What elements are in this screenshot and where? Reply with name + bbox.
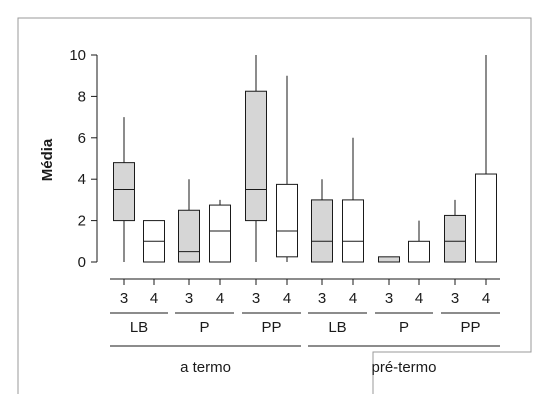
subgroup-label: PP xyxy=(261,319,281,336)
box-iqr xyxy=(113,162,135,222)
box-iqr xyxy=(444,214,466,263)
x-tick-label: 4 xyxy=(349,290,357,307)
x-tick-label: 3 xyxy=(385,290,393,307)
x-tick-label: 4 xyxy=(216,290,224,307)
x-tick-label: 3 xyxy=(120,290,128,307)
box-iqr xyxy=(378,256,400,263)
boxes xyxy=(113,55,497,263)
box-3 xyxy=(444,199,466,263)
x-tick-label: 4 xyxy=(415,290,423,307)
x-tick-label: 4 xyxy=(150,290,158,307)
box-3 xyxy=(178,179,200,263)
box-4 xyxy=(342,137,364,263)
box-3 xyxy=(245,55,267,262)
y-tick-label: 8 xyxy=(78,88,86,105)
x-tick-label: 3 xyxy=(318,290,326,307)
box-iqr xyxy=(311,199,333,263)
axes: 0 2 4 6 8 10 xyxy=(69,47,500,285)
y-tick-label: 10 xyxy=(69,47,86,64)
box-iqr xyxy=(475,173,497,263)
subgroup-label: LB xyxy=(328,319,346,336)
box-iqr xyxy=(209,204,231,263)
box-4 xyxy=(209,199,231,263)
y-tick-label: 4 xyxy=(78,171,86,188)
subgroup-label: P xyxy=(199,319,209,336)
x-tick-label: 4 xyxy=(482,290,490,307)
box-3 xyxy=(311,179,333,263)
x-tick-label: 4 xyxy=(283,290,291,307)
x-tick-label: 3 xyxy=(451,290,459,307)
box-4 xyxy=(475,55,497,263)
box-3 xyxy=(113,117,135,262)
box-iqr xyxy=(276,183,298,258)
subgroup-label: LB xyxy=(130,319,148,336)
y-tick-label: 0 xyxy=(78,254,86,271)
box-iqr xyxy=(342,199,364,263)
box-4 xyxy=(276,75,298,262)
subgroup-label: P xyxy=(399,319,409,336)
box-iqr xyxy=(408,240,430,263)
box-iqr xyxy=(245,90,267,222)
subgroup-label: PP xyxy=(460,319,480,336)
box-4 xyxy=(408,220,430,263)
y-tick-label: 6 xyxy=(78,130,86,147)
y-axis-label: Média xyxy=(39,138,56,181)
box-3 xyxy=(378,256,400,263)
box-iqr xyxy=(178,209,200,263)
frame-border xyxy=(17,17,532,394)
group-label: pré-termo xyxy=(371,359,436,376)
x-tick-label: 3 xyxy=(185,290,193,307)
x-tick-label: 3 xyxy=(252,290,260,307)
box-4 xyxy=(143,220,165,263)
group-label: a termo xyxy=(180,359,231,376)
y-tick-label: 2 xyxy=(78,213,86,230)
